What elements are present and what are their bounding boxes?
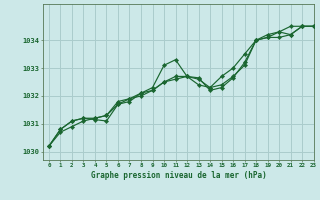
X-axis label: Graphe pression niveau de la mer (hPa): Graphe pression niveau de la mer (hPa)	[91, 171, 266, 180]
